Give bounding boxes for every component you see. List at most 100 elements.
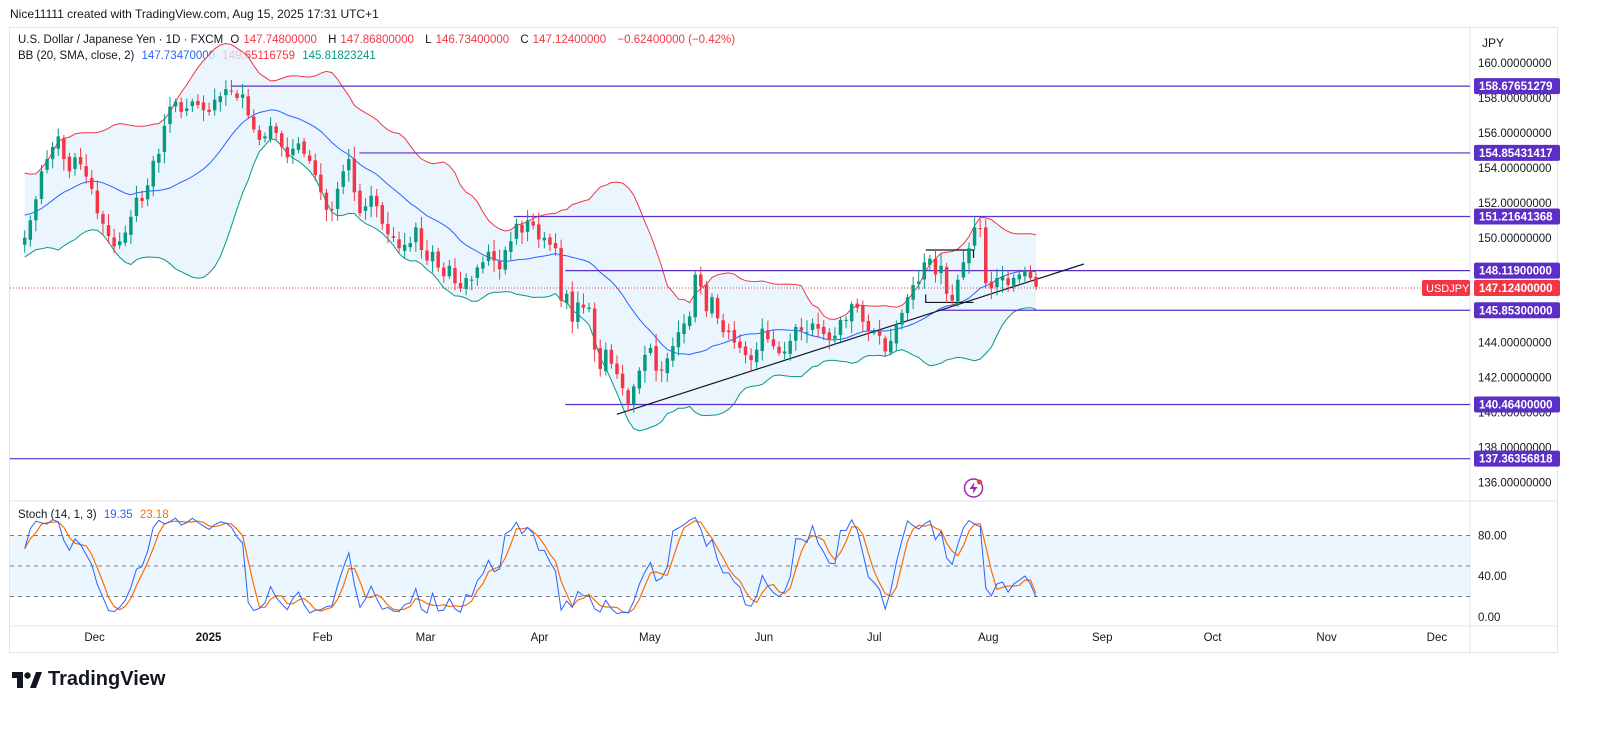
candle-body — [821, 326, 826, 334]
candle-body — [84, 166, 88, 177]
price-tick-label: 150.00000000 — [1478, 233, 1552, 245]
tradingview-logo[interactable]: TradingView — [12, 668, 165, 691]
header-credit: Nice11111 created with TradingView.com, … — [10, 7, 379, 21]
candle-body — [972, 227, 977, 246]
time-tick-label: Aug — [978, 632, 998, 644]
price-tick-label: 154.00000000 — [1478, 163, 1552, 175]
event-flash-dot — [977, 479, 983, 485]
candle-body — [956, 279, 960, 302]
level-price-badge — [1474, 144, 1560, 161]
candle-body — [754, 349, 759, 363]
candle-body — [179, 102, 183, 112]
candle-body — [553, 243, 558, 249]
candle-body — [335, 188, 340, 209]
candle-body — [816, 324, 820, 329]
candle-body — [648, 347, 653, 353]
tradingview-brand: TradingView — [48, 668, 166, 690]
candle-body — [425, 250, 429, 261]
candle-body — [268, 125, 273, 140]
candle-body — [928, 258, 932, 265]
candle-body — [45, 159, 49, 170]
candle-body — [157, 153, 161, 163]
candle-body — [659, 369, 664, 371]
candle-body — [531, 221, 535, 226]
candle-body — [414, 227, 418, 243]
candle-body — [319, 174, 323, 193]
candle-body — [727, 330, 731, 333]
candle-body — [810, 323, 815, 330]
candle-body — [799, 327, 804, 331]
candle-body — [240, 94, 245, 98]
time-tick-label: Dec — [84, 632, 105, 644]
candle-body — [207, 109, 211, 112]
price-change: −0.62400000 (−0.42%) — [617, 34, 736, 46]
bb-title[interactable]: BB (20, SMA, close, 2) — [18, 50, 135, 62]
stoch-tick-label: 40.00 — [1478, 571, 1507, 583]
candle-body — [408, 243, 412, 248]
candle-body — [285, 147, 290, 158]
bb-upper-line — [24, 42, 1037, 320]
time-tick-label: Jun — [755, 632, 774, 644]
candle-body — [699, 274, 703, 287]
candle-body — [296, 143, 301, 150]
candle-body — [28, 220, 33, 240]
stoch-d-value: 23.18 — [139, 509, 169, 521]
candle-body — [626, 390, 630, 404]
trendline — [616, 263, 1085, 415]
bb-basis-value: 147.73470000 — [141, 50, 216, 62]
ohlc-low: L 146.73400000 — [425, 34, 510, 46]
candle-body — [989, 281, 994, 289]
candle-body — [402, 244, 407, 251]
stoch-tick-label: 0.00 — [1478, 612, 1500, 624]
candle-body — [347, 159, 351, 171]
candle-body — [50, 146, 55, 160]
time-tick-label: Jul — [867, 632, 882, 644]
candle-body — [145, 185, 150, 200]
level-price-text: 137.36356818 — [1479, 454, 1553, 466]
symbol-title[interactable]: U.S. Dollar / Japanese Yen · 1D · FXCM — [18, 34, 224, 46]
candle-body — [760, 328, 764, 352]
candle-body — [704, 284, 709, 312]
candle-body — [615, 363, 619, 375]
candle-body — [1028, 271, 1033, 278]
candle-body — [274, 126, 278, 133]
candle-body — [1034, 277, 1038, 287]
candle-body — [861, 305, 865, 322]
candle-body — [833, 335, 837, 339]
time-tick-label: Apr — [531, 632, 549, 644]
candle-body — [900, 312, 904, 325]
candle-body — [710, 297, 714, 314]
candle-body — [581, 304, 586, 308]
stoch-title[interactable]: Stoch (14, 1, 3) — [18, 509, 97, 521]
candle-body — [637, 370, 642, 389]
candle-body — [341, 171, 345, 187]
candle-body — [201, 102, 206, 111]
candle-body — [794, 326, 798, 341]
bb-fill — [24, 43, 1036, 431]
candle-body — [447, 265, 452, 277]
candle-body — [620, 373, 625, 389]
candle-body — [95, 190, 100, 214]
candle-body — [162, 125, 167, 152]
candle-body — [369, 195, 373, 207]
candle-body — [827, 332, 832, 340]
symbol-legend: U.S. Dollar / Japanese Yen · 1D · FXCM O… — [18, 34, 739, 46]
candle-body — [1011, 277, 1016, 286]
candle-body — [587, 307, 591, 310]
candle-body — [486, 251, 491, 262]
candle-body — [352, 158, 357, 193]
candle-body — [715, 298, 720, 319]
candle-body — [185, 108, 189, 111]
time-tick-label: Dec — [1427, 632, 1448, 644]
candle-body — [849, 304, 854, 322]
time-tick-label: Sep — [1092, 632, 1112, 644]
candle-body — [212, 99, 217, 111]
candle-body — [106, 225, 111, 237]
candle-body — [889, 340, 893, 353]
candle-body — [838, 319, 843, 335]
level-price-text: 151.21641368 — [1479, 212, 1553, 224]
level-price-text: 145.85300000 — [1479, 305, 1553, 317]
time-tick-label: Oct — [1204, 632, 1223, 644]
candle-body — [257, 130, 262, 140]
